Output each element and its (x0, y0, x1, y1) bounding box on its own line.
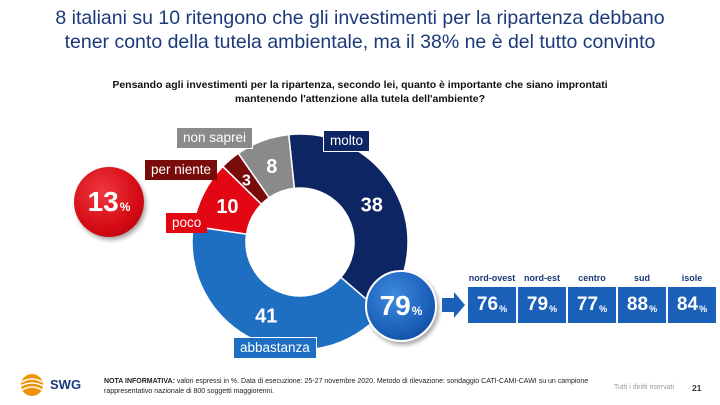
region-nord-est: nord-est 79% (517, 272, 567, 324)
region-name: centro (578, 273, 606, 283)
donut-value-label: 3 (242, 173, 251, 190)
region-name: nord-est (524, 273, 560, 283)
donut-value-label: 38 (361, 194, 383, 216)
donut-value-label: 41 (255, 306, 277, 328)
region-value: 84 (676, 294, 699, 315)
region-value-box: 79% (517, 286, 567, 324)
footer-note-text: valori espressi in %. Data di esecuzione… (104, 378, 589, 395)
region-centro: centro 77% (567, 272, 617, 324)
legend-label-abbastanza: abbastanza (233, 337, 317, 359)
footer-note-label: NOTA INFORMATIVA: (104, 378, 175, 385)
region-value-box: 84% (667, 286, 717, 324)
region-pct: % (549, 304, 558, 314)
donut-value-label: 10 (216, 196, 238, 218)
swg-logo (20, 374, 44, 396)
region-pct: % (499, 304, 508, 314)
region-value-box: 88% (617, 286, 667, 324)
region-pct: % (699, 304, 708, 314)
negative-total-badge: 13% (74, 167, 144, 237)
slide-title: 8 italiani su 10 ritengono che gli inves… (0, 6, 720, 54)
legend-label-poco: poco (166, 213, 208, 233)
question-line-1: Pensando agli investimenti per la ripart… (112, 79, 608, 91)
positive-total-value: 79 (379, 290, 411, 321)
negative-total-pct: % (119, 200, 131, 214)
survey-question: Pensando agli investimenti per la ripart… (0, 78, 720, 106)
region-name: nord-ovest (468, 273, 516, 283)
title-line-2: tener conto della tutela ambientale, ma … (64, 31, 656, 53)
footer-note: NOTA INFORMATIVA: valori espressi in %. … (104, 377, 604, 397)
region-value: 88 (626, 294, 649, 315)
legend-label-molto: molto (323, 130, 371, 152)
region-sud: sud 88% (617, 272, 667, 324)
region-pct: % (649, 304, 658, 314)
region-name: isole (681, 273, 703, 283)
region-nord-ovest: nord-ovest 76% (467, 272, 517, 324)
legend-label-non-saprei: non saprei (176, 127, 254, 149)
region-value: 76 (476, 294, 499, 315)
logo-text: SWG (50, 377, 82, 392)
page-number: 21 (692, 383, 702, 393)
region-value-box: 77% (567, 286, 617, 324)
question-line-2: mantenendo l'attenzione alla tutela dell… (234, 93, 486, 105)
region-isole: isole 84% (667, 272, 717, 324)
negative-total-value: 13 (87, 186, 119, 217)
donut-value-label: 8 (266, 156, 277, 178)
region-value-box: 76% (467, 286, 517, 324)
arrow-right-icon (442, 292, 465, 318)
region-value: 77 (576, 294, 599, 315)
region-name: sud (633, 273, 650, 283)
rights-reserved: Tutti i diritti riservati (614, 384, 675, 391)
region-pct: % (599, 304, 608, 314)
legend-label-per-niente: per niente (145, 160, 218, 180)
positive-total-pct: % (411, 304, 423, 318)
positive-total-badge: 79% (365, 270, 437, 342)
region-value: 79 (526, 294, 549, 315)
title-line-1: 8 italiani su 10 ritengono che gli inves… (55, 7, 665, 29)
